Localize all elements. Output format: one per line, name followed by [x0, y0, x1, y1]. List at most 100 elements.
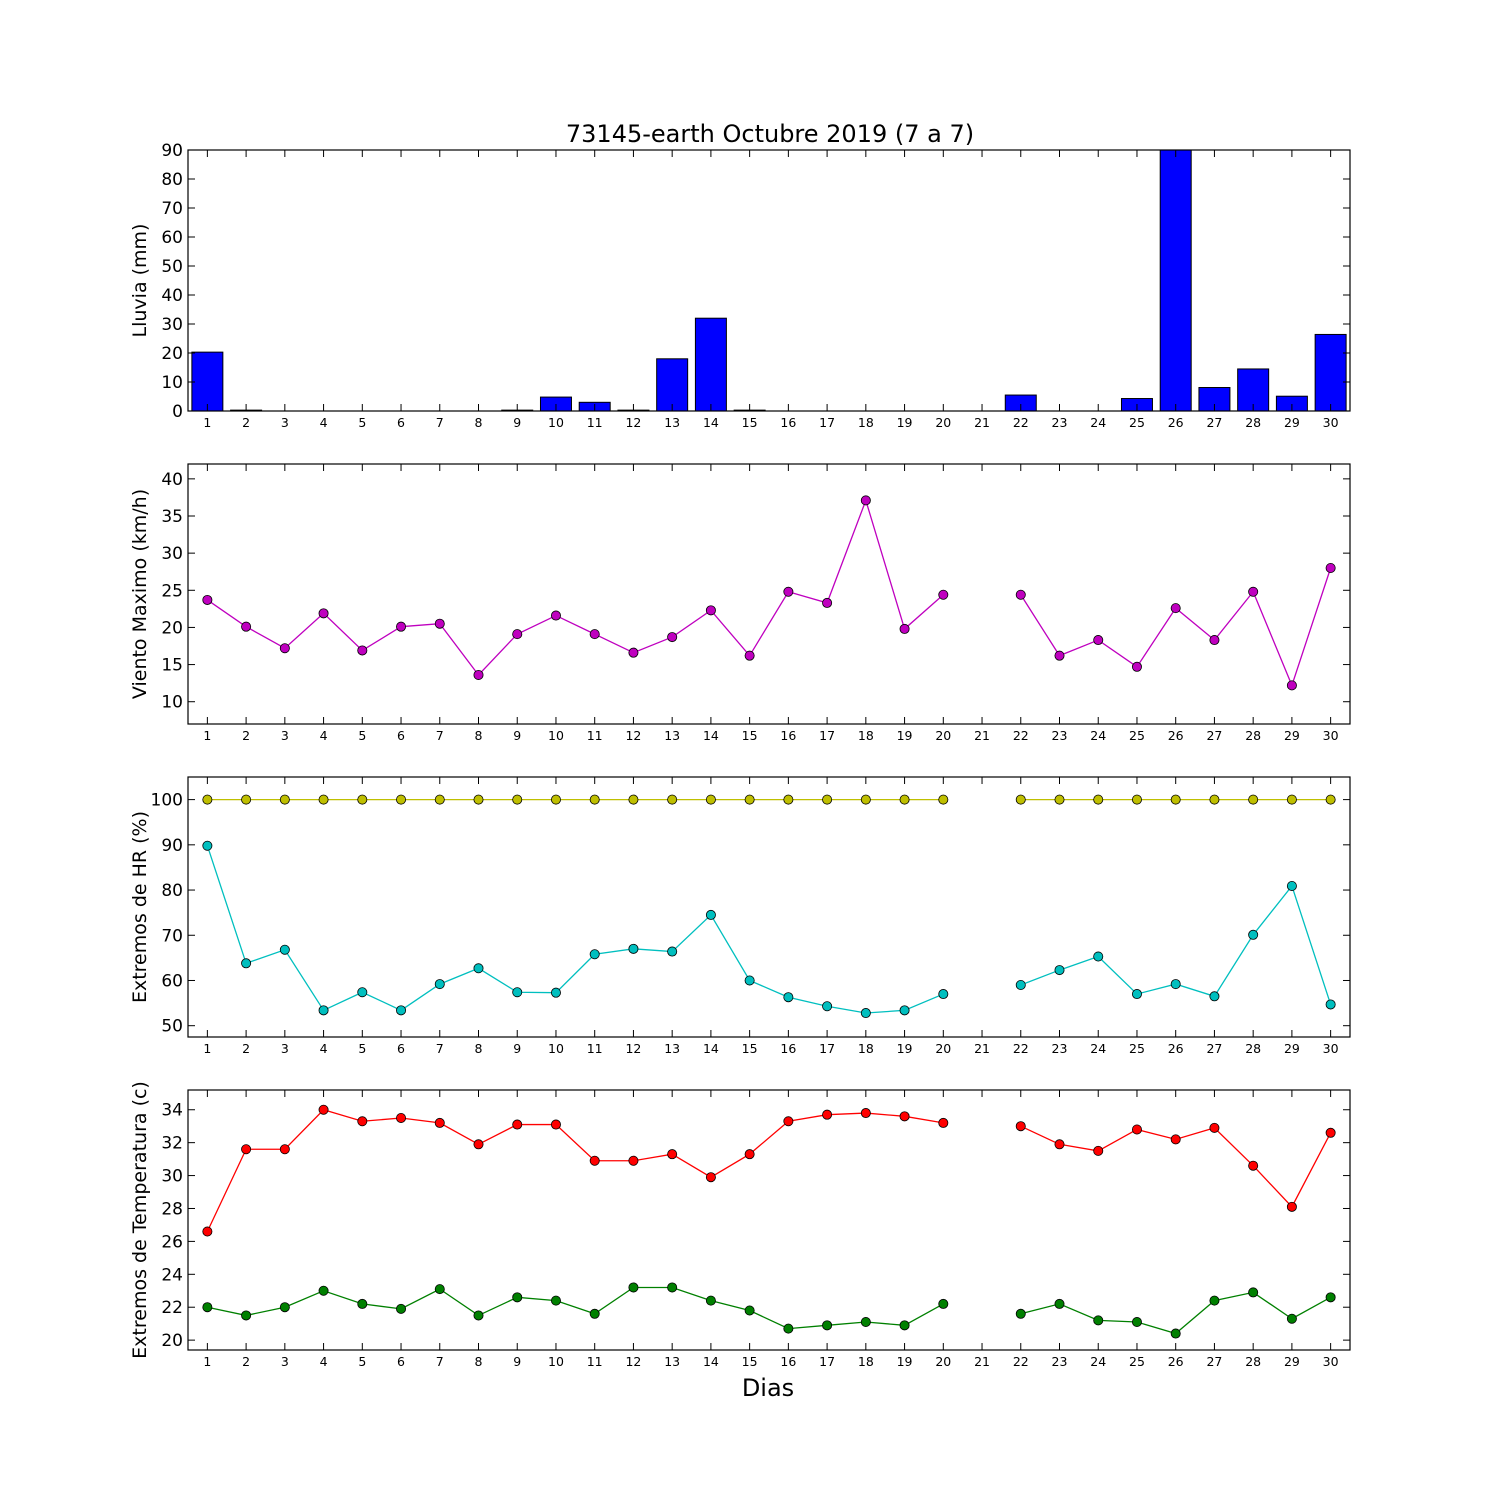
series-2-point-day-1 [202, 1302, 213, 1313]
x-tick-label: 26 [1168, 1041, 1184, 1056]
y-tick-label: 50 [161, 257, 183, 277]
y-tick-label: 70 [161, 926, 183, 946]
series-2-point-day-24 [1093, 1315, 1104, 1326]
x-tick-label: 18 [858, 415, 874, 430]
series-2-point-day-30 [1325, 999, 1336, 1010]
series-1-point-day-3 [279, 643, 290, 654]
x-tick-label: 5 [358, 1041, 366, 1056]
series-2-point-day-20 [938, 1298, 949, 1309]
series-1-point-day-11 [589, 629, 600, 640]
series-2-point-day-18 [860, 1008, 871, 1019]
x-tick-label: 19 [897, 1354, 913, 1369]
series-1-point-day-14 [705, 1172, 716, 1183]
x-tick-label: 21 [974, 415, 990, 430]
series-1-point-day-30 [1325, 794, 1336, 805]
series-1-point-day-22 [1015, 589, 1026, 600]
series-1-point-day-15 [744, 794, 755, 805]
x-tick-label: 15 [742, 1041, 758, 1056]
x-tick-label: 25 [1129, 728, 1145, 743]
y-tick-label: 24 [161, 1265, 183, 1285]
series-2-point-day-16 [783, 992, 794, 1003]
y-tick-label: 60 [161, 971, 183, 991]
x-tick-label: 13 [664, 1041, 680, 1056]
x-tick-label: 5 [358, 728, 366, 743]
series-1-point-day-27 [1209, 794, 1220, 805]
x-tick-label: 16 [780, 1354, 796, 1369]
series-1-point-day-24 [1093, 1145, 1104, 1156]
x-tick-label: 30 [1323, 1041, 1339, 1056]
series-2-point-day-30 [1325, 1292, 1336, 1303]
x-tick-label: 7 [436, 1354, 444, 1369]
series-1-point-day-16 [783, 794, 794, 805]
series-2-point-day-20 [938, 989, 949, 1000]
series-1-point-day-22 [1015, 1121, 1026, 1132]
series-2-point-day-22 [1015, 980, 1026, 991]
series-2-point-day-12 [628, 943, 639, 954]
x-tick-label: 16 [780, 728, 796, 743]
series-2-point-day-27 [1209, 1295, 1220, 1306]
x-tick-label: 27 [1206, 1354, 1222, 1369]
chart-title: 73145-earth Octubre 2019 (7 a 7) [566, 120, 974, 148]
x-tick-label: 7 [436, 1041, 444, 1056]
series-1-point-day-19 [899, 623, 910, 634]
y-tick-label: 25 [161, 581, 183, 601]
series-1-point-day-4 [318, 608, 329, 619]
series-2-point-day-14 [705, 1295, 716, 1306]
series-1-point-day-11 [589, 1155, 600, 1166]
series-2-point-day-19 [899, 1005, 910, 1016]
x-tick-label: 30 [1323, 728, 1339, 743]
series-1-point-day-28 [1248, 586, 1259, 597]
series-1-point-day-13 [667, 794, 678, 805]
series-1-point-day-12 [628, 794, 639, 805]
bar-day-26 [1159, 149, 1192, 412]
series-1-point-day-28 [1248, 794, 1259, 805]
series-2-point-day-25 [1131, 989, 1142, 1000]
x-tick-label: 27 [1206, 728, 1222, 743]
x-tick-label: 28 [1245, 415, 1261, 430]
x-tick-label: 20 [935, 1354, 951, 1369]
x-tick-label: 19 [897, 728, 913, 743]
series-2-point-day-25 [1131, 1317, 1142, 1328]
x-tick-label: 14 [703, 415, 719, 430]
series-1-point-day-8 [473, 1139, 484, 1150]
series-2-point-day-23 [1054, 965, 1065, 976]
bar-day-13 [656, 358, 689, 412]
x-tick-label: 18 [858, 1041, 874, 1056]
series-2-point-day-14 [705, 909, 716, 920]
series-2-point-day-22 [1015, 1308, 1026, 1319]
x-tick-label: 15 [742, 415, 758, 430]
series-2-point-day-11 [589, 949, 600, 960]
x-tick-label: 25 [1129, 1354, 1145, 1369]
series-2-point-day-27 [1209, 991, 1220, 1002]
series-2-line [207, 1286, 944, 1330]
x-tick-label: 6 [397, 1041, 405, 1056]
y-tick-label: 10 [161, 373, 183, 393]
x-tick-label: 30 [1323, 415, 1339, 430]
x-tick-label: 10 [548, 1041, 564, 1056]
plot-frame [187, 149, 1351, 412]
series-2-point-day-4 [318, 1005, 329, 1016]
x-tick-label: 22 [1013, 415, 1029, 430]
series-1-point-day-18 [860, 794, 871, 805]
x-tick-label: 22 [1013, 728, 1029, 743]
x-tick-label: 18 [858, 1354, 874, 1369]
x-tick-label: 28 [1245, 1354, 1261, 1369]
series-1-point-day-25 [1131, 794, 1142, 805]
y-tick-label: 20 [161, 618, 183, 638]
y-tick-label: 22 [161, 1298, 183, 1318]
series-2-point-day-29 [1286, 1313, 1297, 1324]
series-2-point-day-23 [1054, 1298, 1065, 1309]
series-2-point-day-26 [1170, 1328, 1181, 1339]
series-1-point-day-16 [783, 586, 794, 597]
x-tick-label: 8 [475, 1041, 483, 1056]
series-2-point-day-1 [202, 840, 213, 851]
series-2-point-day-6 [396, 1303, 407, 1314]
bar-day-28 [1237, 368, 1270, 412]
series-1-point-day-22 [1015, 794, 1026, 805]
series-1-point-day-7 [434, 794, 445, 805]
series-1-point-day-3 [279, 794, 290, 805]
y-tick-label: 35 [161, 507, 183, 527]
